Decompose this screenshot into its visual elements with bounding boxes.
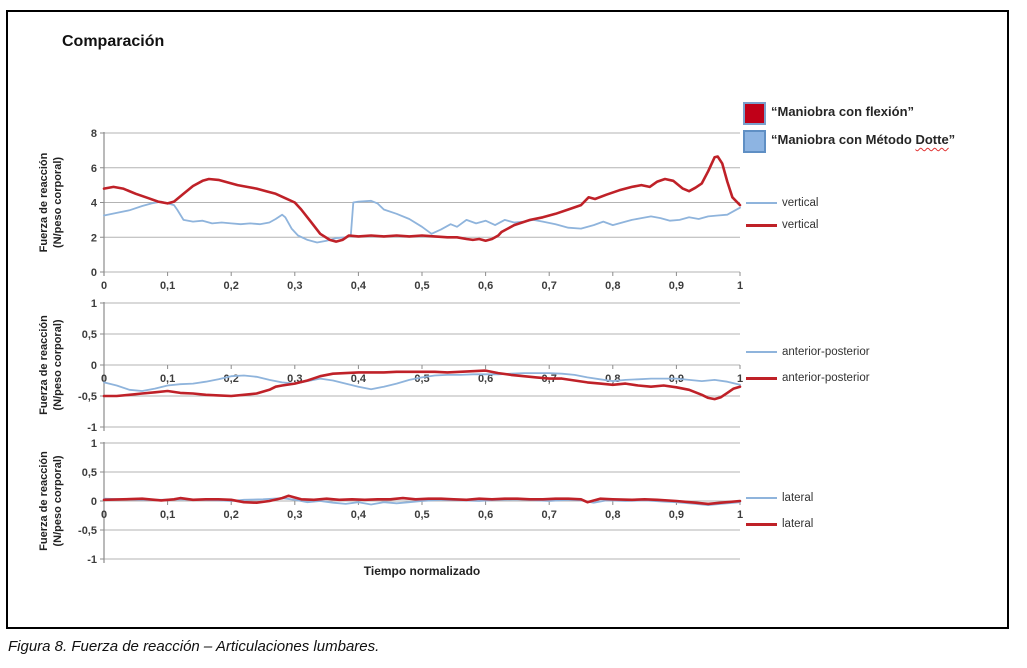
x-axis-title: Tiempo normalizado bbox=[363, 564, 481, 578]
x-tick-label: 0,1 bbox=[160, 373, 175, 385]
series-line-vertical-blue bbox=[103, 199, 741, 244]
x-tick-label: 0,6 bbox=[478, 509, 493, 521]
legend-anterior-posterior-blue: anterior-posterior bbox=[746, 345, 870, 359]
y-tick-label: 2 bbox=[91, 232, 97, 244]
blue-line-swatch bbox=[746, 497, 777, 499]
x-tick-label: 0,1 bbox=[160, 280, 175, 292]
y-tick-label: 0 bbox=[91, 360, 97, 372]
x-tick-label: 0,4 bbox=[351, 280, 367, 292]
blue-line-swatch bbox=[746, 351, 777, 353]
x-tick-label: 0,9 bbox=[669, 280, 684, 292]
y-tick-label: 6 bbox=[91, 163, 97, 175]
x-tick-label: 0,8 bbox=[605, 509, 620, 521]
x-tick-label: 0 bbox=[101, 373, 107, 385]
series-line-vertical-red bbox=[102, 155, 742, 243]
legend-vertical-blue: vertical bbox=[746, 196, 818, 210]
x-tick-label: 1 bbox=[737, 509, 743, 521]
y-axis-title-line: (N/peso corporal) bbox=[52, 319, 64, 410]
legend-lateral-red-label: lateral bbox=[782, 518, 814, 530]
x-tick-label: 0,6 bbox=[478, 280, 493, 292]
legend-vertical-red-label: vertical bbox=[782, 219, 819, 231]
chart-anterior-posterior: 10,50-0,5-10 0,1 0,2 0,3 0,4 0,5 0,6 0,7 0,8 0,9 1… bbox=[38, 298, 743, 434]
y-axis-title-line: Fuerza de reacción bbox=[38, 315, 50, 415]
legend-dotte-misspelled-word: Dotte bbox=[915, 132, 949, 147]
x-tick-label: 0,1 bbox=[160, 509, 175, 521]
series-line-lateral-red bbox=[102, 494, 742, 506]
x-tick-label: 0,7 bbox=[542, 280, 557, 292]
x-tick-label: 0,9 bbox=[669, 509, 684, 521]
x-tick-label: 0,4 bbox=[351, 509, 367, 521]
y-axis-title-line: (N/peso corporal) bbox=[52, 455, 64, 546]
x-tick-label: 0,2 bbox=[224, 373, 239, 385]
x-tick-label: 0,2 bbox=[224, 509, 239, 521]
red-line-swatch bbox=[746, 522, 777, 526]
x-tick-label: 0,3 bbox=[287, 280, 302, 292]
legend-anterior-posterior-red-label: anterior-posterior bbox=[782, 372, 870, 384]
x-tick-label: 1 bbox=[737, 280, 743, 292]
x-tick-label: 0,5 bbox=[414, 509, 429, 521]
x-tick-label: 0,8 bbox=[605, 373, 620, 385]
y-tick-label: -0,5 bbox=[78, 391, 97, 403]
y-axis-title-line: Fuerza de reacción bbox=[38, 451, 50, 551]
x-tick-label: 0,7 bbox=[542, 509, 557, 521]
red-line-swatch bbox=[746, 376, 777, 380]
series-line-anterior-posterior-red bbox=[102, 369, 742, 401]
y-tick-label: 0,5 bbox=[82, 329, 97, 341]
figure-caption: Figura 8. Fuerza de reacción – Articulac… bbox=[8, 638, 380, 655]
legend-dotte-label: “Maniobra con Método Dotte” bbox=[771, 132, 955, 147]
x-tick-label: 0 bbox=[101, 280, 107, 292]
series-line-anterior-posterior-blue bbox=[103, 372, 741, 392]
y-axis-title-line: Fuerza de reacción bbox=[38, 152, 50, 252]
legend-anterior-posterior-blue-label: anterior-posterior bbox=[782, 346, 870, 358]
figure-frame bbox=[6, 10, 1009, 629]
chart-vertical: 8 6 4 2 00 0,1 0,2 0,3 0,4 0,5 0,6 0,7 0,8 0,9 1 Fuerza… bbox=[38, 128, 743, 292]
legend-lateral-red: lateral bbox=[746, 517, 813, 531]
legend-vertical-blue-label: vertical bbox=[782, 197, 819, 209]
y-tick-label: -0,5 bbox=[78, 525, 97, 537]
legend-dotte-swatch bbox=[743, 130, 766, 153]
legend-flexion-swatch bbox=[743, 102, 766, 125]
y-tick-label: 1 bbox=[91, 298, 97, 310]
legend-flexion-label: “Maniobra con flexión” bbox=[771, 104, 915, 119]
red-line-swatch bbox=[746, 223, 777, 227]
chart-lateral: 1 0,5 0 -0,5 -1 0 0,1 0,2 0,3 0,4 0,5 0,6 0,7 0,8 0,9 1… bbox=[38, 438, 743, 566]
x-tick-label: 0,6 bbox=[478, 373, 493, 385]
x-tick-label: 0,2 bbox=[224, 280, 239, 292]
legend-lateral-blue-label: lateral bbox=[782, 492, 814, 504]
legend-lateral-blue: lateral bbox=[746, 491, 813, 505]
y-tick-label: 8 bbox=[91, 128, 97, 140]
legend-anterior-posterior-red: anterior-posterior bbox=[746, 371, 870, 385]
x-tick-label: 0,5 bbox=[414, 280, 429, 292]
legend-dotte-label-prefix: “Maniobra con Método bbox=[771, 132, 916, 147]
y-tick-label: -1 bbox=[87, 554, 97, 566]
x-tick-label: 0,8 bbox=[605, 280, 620, 292]
y-tick-label: 0 bbox=[91, 496, 97, 508]
y-tick-label: -1 bbox=[87, 422, 97, 434]
legend-vertical-red: vertical bbox=[746, 218, 818, 232]
y-tick-label: 0 bbox=[91, 267, 97, 279]
y-axis-title-line: (N/peso corporal) bbox=[52, 157, 64, 248]
blue-line-swatch bbox=[746, 202, 777, 204]
x-tick-label: 1 bbox=[737, 373, 743, 385]
y-tick-label: 0,5 bbox=[82, 467, 97, 479]
y-tick-label: 1 bbox=[91, 438, 97, 450]
y-tick-label: 4 bbox=[91, 198, 98, 210]
figure-title: Comparación bbox=[62, 33, 165, 50]
x-tick-label: 0,3 bbox=[287, 509, 302, 521]
x-tick-label: 0,4 bbox=[351, 373, 367, 385]
legend-dotte-label-suffix: ” bbox=[948, 132, 956, 147]
x-tick-label: 0 bbox=[101, 509, 107, 521]
